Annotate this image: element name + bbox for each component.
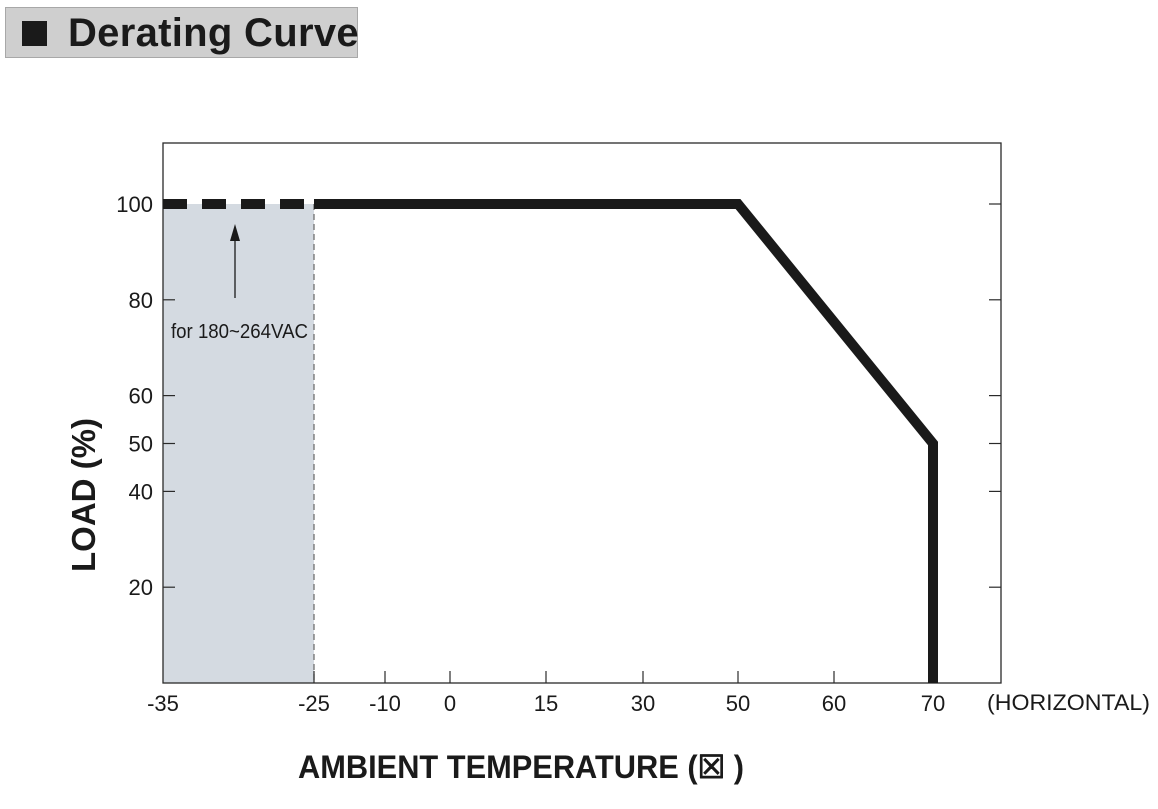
x-tick-label: 70 — [921, 691, 945, 716]
y-tick-label: 50 — [129, 432, 153, 457]
derating-series-line — [314, 199, 938, 683]
annotation-arrowhead-icon — [230, 224, 240, 241]
y-axis-title: LOAD (%) — [65, 418, 102, 572]
x-tick-label: 0 — [444, 691, 456, 716]
y-tick-label: 60 — [129, 384, 153, 409]
x-tick-label: -25 — [298, 691, 330, 716]
x-tick-label: -10 — [369, 691, 401, 716]
y-tick-label: 20 — [129, 575, 153, 600]
section-title: Derating Curve — [68, 11, 359, 55]
x-tick-label: 15 — [534, 691, 558, 716]
section-header: Derating Curve — [5, 7, 359, 58]
x-axis-title: AMBIENT TEMPERATURE (☒ ) — [298, 749, 744, 785]
x-tick-label: 60 — [822, 691, 846, 716]
x-axis-suffix: (HORIZONTAL) — [987, 690, 1150, 715]
annotation-label: for 180~264VAC — [171, 321, 308, 343]
y-tick-label: 80 — [129, 288, 153, 313]
plot-frame — [162, 142, 1002, 684]
y-tick-label: 100 — [116, 192, 153, 217]
bullet-square-icon — [22, 21, 47, 46]
x-tick-label: -35 — [147, 691, 179, 716]
x-tick-label: 50 — [726, 691, 750, 716]
y-tick-label: 40 — [129, 479, 153, 504]
shaded-region — [163, 204, 314, 683]
x-tick-label: 30 — [631, 691, 655, 716]
